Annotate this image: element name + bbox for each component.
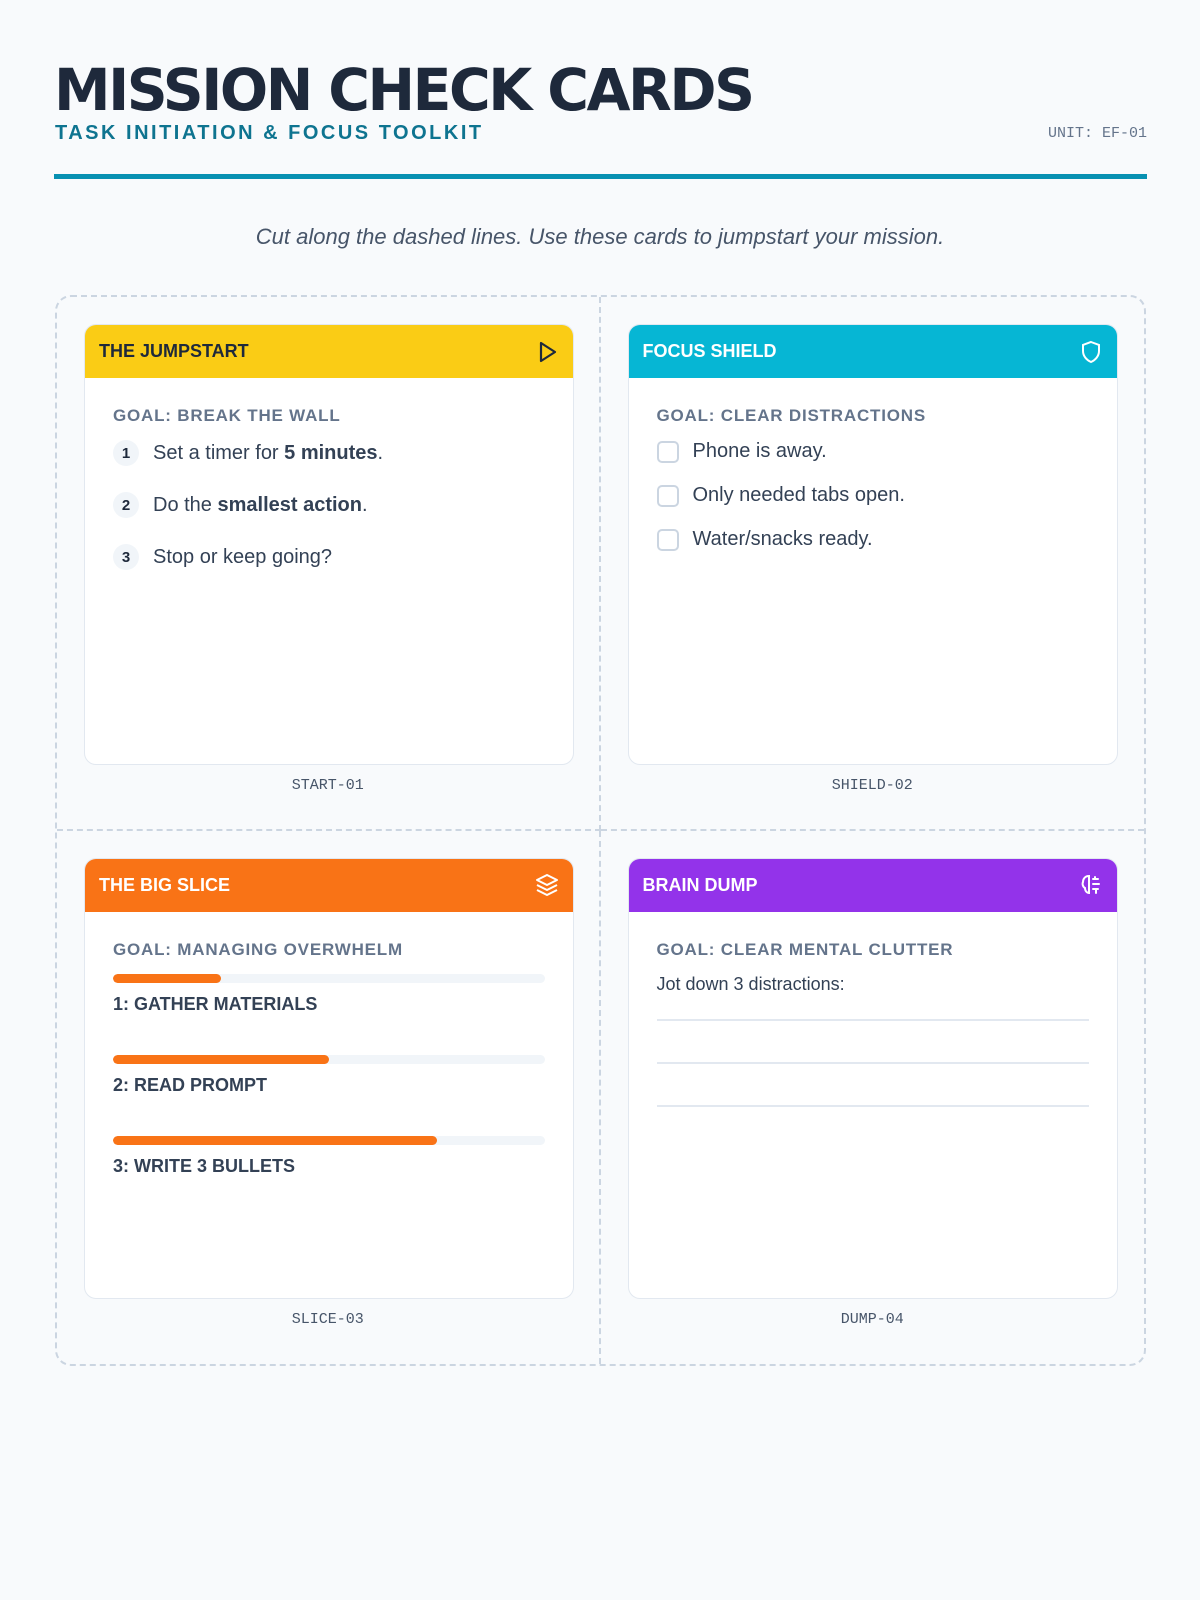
brain-icon (1081, 874, 1100, 895)
jot-prompt: Jot down 3 distractions: (656, 973, 845, 994)
card-code: SHIELD-02 (831, 777, 913, 794)
card-brain-dump: BRAIN DUMP GOAL: CLEAR MENTAL CLUTTER Jo… (627, 857, 1118, 1299)
page-subtitle: TASK INITIATION & FOCUS TOOLKIT (55, 122, 484, 144)
progress-bar (113, 973, 545, 983)
card-goal: GOAL: CLEAR DISTRACTIONS (656, 406, 926, 425)
cell-jumpstart: THE JUMPSTART GOAL: BREAK THE WALL 1 Set … (57, 297, 601, 831)
card-goal: GOAL: MANAGING OVERWHELM (113, 939, 403, 959)
slice-label: 3: WRITE 3 BULLETS (113, 1155, 296, 1176)
step-number: 2 (113, 492, 139, 518)
step-item: 2 Do the smallest action. (113, 492, 545, 518)
checklist-item[interactable]: Only needed tabs open. (656, 484, 1089, 507)
step-text-pre: Set a timer for (153, 441, 285, 464)
card-title: THE BIG SLICE (99, 874, 231, 895)
checklist-label: Only needed tabs open. (692, 484, 905, 506)
step-number: 1 (113, 440, 139, 466)
step-text-post: . (377, 441, 384, 464)
header-divider (54, 174, 1147, 179)
checkbox[interactable] (656, 528, 679, 551)
cell-dump: BRAIN DUMP GOAL: CLEAR MENTAL CLUTTER Jo… (601, 831, 1145, 1365)
step-text-bold: smallest action (217, 493, 362, 516)
checklist-label: Water/snacks ready. (692, 528, 873, 550)
step-text-post: . (362, 493, 368, 516)
step-item: 1 Set a timer for 5 minutes. (113, 440, 545, 466)
card-focus-shield: FOCUS SHIELD GOAL: CLEAR DISTRACTIONS Ph… (627, 324, 1118, 765)
card-goal: GOAL: BREAK THE WALL (113, 406, 341, 425)
card-goal: GOAL: CLEAR MENTAL CLUTTER (656, 939, 954, 959)
shield-icon (1081, 340, 1100, 363)
progress-bar (113, 1054, 545, 1064)
card-title: FOCUS SHIELD (642, 341, 777, 361)
step-text-pre: Stop or keep going? (153, 545, 333, 568)
step-text: Do the smallest action. (153, 494, 368, 517)
card-header: FOCUS SHIELD (628, 325, 1117, 378)
progress-fill (113, 1054, 329, 1064)
instructions: Cut along the dashed lines. Use these ca… (255, 224, 945, 249)
slice-label: 2: READ PROMPT (113, 1074, 268, 1095)
step-text-bold: 5 minutes (284, 441, 378, 464)
layers-icon (536, 874, 558, 896)
card-sheet: THE JUMPSTART GOAL: BREAK THE WALL 1 Set … (55, 295, 1146, 1366)
checkbox[interactable] (656, 440, 679, 463)
step-item: 3 Stop or keep going? (113, 544, 545, 570)
cell-slice: THE BIG SLICE GOAL: MANAGING OVERWHELM 1… (57, 830, 601, 1364)
progress-bar (113, 1135, 545, 1145)
cell-shield: FOCUS SHIELD GOAL: CLEAR DISTRACTIONS Ph… (600, 297, 1144, 831)
card-header: THE BIG SLICE (85, 858, 573, 912)
progress-fill (113, 1135, 437, 1145)
step-text-pre: Do the (153, 493, 218, 516)
unit-label: UNIT: EF-01 (1047, 125, 1147, 142)
card-code: SLICE-03 (291, 1310, 364, 1328)
step-text: Set a timer for 5 minutes. (153, 442, 383, 465)
write-line[interactable] (656, 1061, 1089, 1064)
card-jumpstart: THE JUMPSTART GOAL: BREAK THE WALL 1 Set … (84, 324, 574, 765)
card-code: DUMP-04 (840, 1310, 904, 1328)
card-title: BRAIN DUMP (642, 874, 758, 895)
write-line[interactable] (656, 1104, 1089, 1107)
card-header: BRAIN DUMP (628, 858, 1117, 912)
step-number: 3 (113, 544, 139, 570)
slice-label: 1: GATHER MATERIALS (113, 993, 318, 1014)
card-title: THE JUMPSTART (99, 341, 249, 361)
checklist-item[interactable]: Water/snacks ready. (656, 528, 1089, 551)
play-icon (539, 341, 557, 362)
checklist-item[interactable]: Phone is away. (656, 440, 1089, 463)
progress-fill (113, 973, 221, 983)
checkbox[interactable] (656, 484, 679, 507)
card-code: START-01 (291, 777, 364, 794)
write-line[interactable] (656, 1018, 1089, 1021)
checklist-label: Phone is away. (692, 440, 827, 462)
step-text: Stop or keep going? (153, 546, 332, 569)
card-header: THE JUMPSTART (85, 325, 573, 378)
card-big-slice: THE BIG SLICE GOAL: MANAGING OVERWHELM 1… (84, 857, 574, 1299)
page-title: MISSION CHECK CARDS (54, 56, 755, 124)
